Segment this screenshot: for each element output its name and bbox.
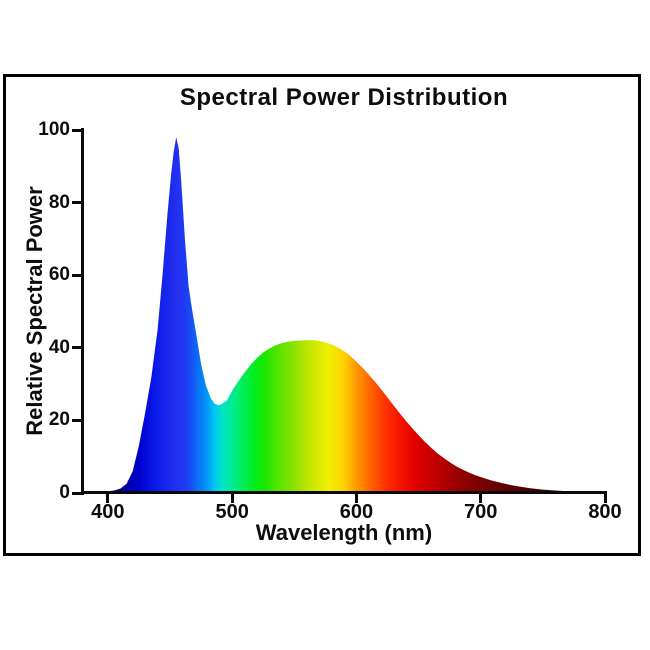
y-tick bbox=[72, 273, 81, 277]
y-tick-label: 0 bbox=[59, 482, 70, 503]
y-axis-title: Relative Spectral Power bbox=[22, 186, 47, 436]
y-tick bbox=[72, 346, 81, 350]
x-tick bbox=[230, 494, 234, 503]
x-axis-title: Wavelength (nm) bbox=[255, 520, 433, 545]
x-tick bbox=[106, 494, 110, 503]
y-tick bbox=[72, 128, 81, 132]
y-tick bbox=[72, 201, 81, 205]
y-tick-label: 40 bbox=[48, 336, 70, 358]
x-tick-label: 800 bbox=[588, 501, 622, 523]
x-tick bbox=[603, 494, 607, 503]
y-tick bbox=[72, 491, 81, 495]
y-tick-label: 20 bbox=[48, 409, 70, 431]
x-tick-label: 700 bbox=[464, 501, 498, 523]
x-tick bbox=[479, 494, 483, 503]
x-axis-line bbox=[81, 491, 607, 494]
y-tick-label: 80 bbox=[48, 191, 70, 213]
y-tick-label: 60 bbox=[48, 264, 70, 286]
spd-curve-area bbox=[83, 137, 605, 494]
y-tick-label: 100 bbox=[38, 119, 70, 140]
x-tick bbox=[354, 494, 358, 503]
x-tick-label: 600 bbox=[339, 501, 374, 523]
x-tick-label: 500 bbox=[215, 501, 249, 523]
y-axis-line bbox=[81, 128, 84, 495]
y-tick bbox=[72, 418, 81, 422]
x-tick-label: 400 bbox=[91, 501, 125, 523]
chart-title: Spectral Power Distribution bbox=[179, 84, 509, 111]
